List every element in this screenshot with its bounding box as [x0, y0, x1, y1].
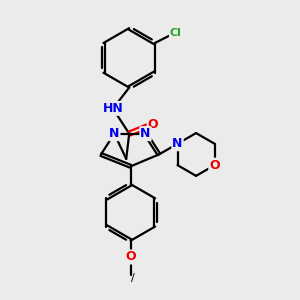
- Text: Cl: Cl: [170, 28, 182, 38]
- Text: HN: HN: [103, 102, 123, 115]
- Text: O: O: [209, 159, 220, 172]
- Text: O: O: [125, 250, 136, 263]
- Text: O: O: [148, 118, 158, 131]
- Text: N: N: [109, 127, 119, 140]
- Text: N: N: [140, 127, 151, 140]
- Text: N: N: [172, 137, 183, 150]
- Text: /: /: [131, 273, 135, 284]
